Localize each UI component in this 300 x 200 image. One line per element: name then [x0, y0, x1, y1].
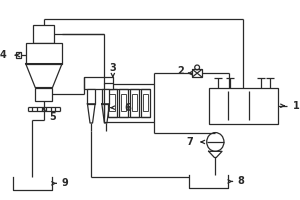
- Bar: [102, 89, 110, 104]
- Bar: [16, 52, 21, 58]
- Bar: [130, 89, 139, 117]
- Bar: [84, 77, 113, 89]
- Bar: [121, 94, 126, 111]
- Polygon shape: [102, 104, 110, 123]
- Text: 2: 2: [177, 66, 184, 76]
- Bar: [141, 89, 150, 117]
- Bar: [119, 89, 128, 117]
- Text: 8: 8: [237, 176, 244, 186]
- Bar: [35, 88, 52, 101]
- Bar: [104, 84, 154, 122]
- Text: 5: 5: [50, 112, 56, 122]
- Bar: [142, 94, 148, 111]
- Bar: [131, 94, 137, 111]
- Polygon shape: [88, 104, 95, 123]
- Bar: [88, 89, 95, 104]
- Polygon shape: [26, 64, 62, 88]
- Bar: [108, 89, 117, 117]
- Bar: [33, 25, 54, 43]
- Bar: [26, 43, 62, 64]
- Text: 3: 3: [110, 63, 116, 73]
- Text: 6: 6: [124, 103, 131, 113]
- Bar: [208, 88, 278, 124]
- Text: 7: 7: [187, 137, 193, 147]
- Text: 4: 4: [0, 50, 7, 60]
- Bar: [110, 94, 115, 111]
- Ellipse shape: [207, 133, 224, 151]
- Text: 9: 9: [61, 178, 68, 188]
- Polygon shape: [208, 151, 222, 157]
- Text: 1: 1: [293, 101, 300, 111]
- Bar: [192, 69, 202, 77]
